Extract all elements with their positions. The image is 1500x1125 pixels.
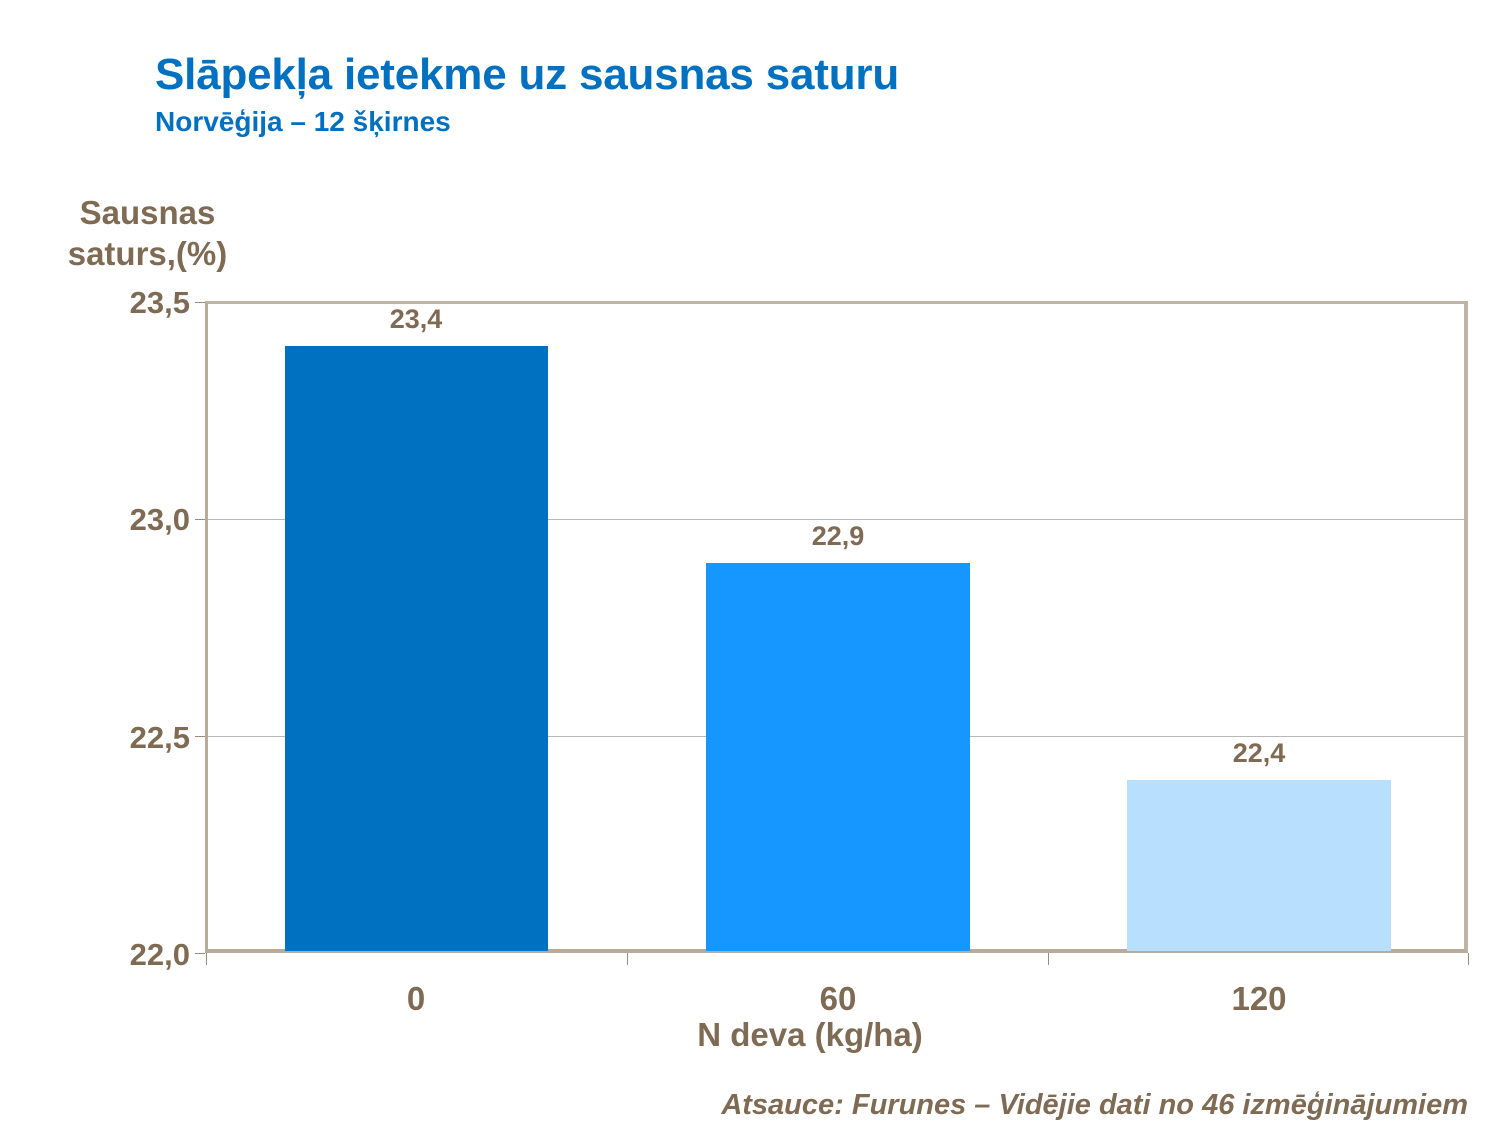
bar-value-label: 22,4 bbox=[1232, 738, 1286, 768]
bar-120 bbox=[1127, 780, 1391, 951]
x-category-60: 60 bbox=[819, 980, 857, 1017]
y-tick-22-5: 22,5 bbox=[129, 720, 190, 755]
y-tick-23-5: 23,5 bbox=[129, 285, 190, 320]
x-category-0: 0 bbox=[406, 980, 426, 1017]
chart-title: Slāpekļa ietekme uz sausnas saturu bbox=[155, 50, 899, 99]
x-tick-mark bbox=[1468, 953, 1469, 965]
y-tick-mark bbox=[195, 736, 205, 737]
y-tick-mark bbox=[195, 302, 205, 303]
bar-0 bbox=[285, 346, 548, 951]
x-tick-mark bbox=[627, 953, 628, 965]
y-tick-mark bbox=[195, 953, 205, 954]
gridline-23-0 bbox=[208, 519, 1464, 520]
x-category-120: 120 bbox=[1231, 980, 1287, 1017]
y-tick-mark bbox=[195, 519, 205, 520]
x-axis-label: N deva (kg/ha) bbox=[697, 1016, 923, 1053]
y-axis-label: Sausnas saturs,(%) bbox=[67, 194, 228, 272]
chart-subtitle: Norvēģija – 12 šķirnes bbox=[155, 106, 451, 137]
source-note: Atsauce: Furunes – Vidējie dati no 46 iz… bbox=[721, 1089, 1468, 1121]
bar-value-label: 22,9 bbox=[811, 521, 865, 551]
y-tick-23-0: 23,0 bbox=[129, 502, 190, 537]
x-tick-mark bbox=[206, 953, 207, 965]
x-tick-mark bbox=[1048, 953, 1049, 965]
bar-60 bbox=[706, 563, 970, 951]
y-tick-22-0: 22,0 bbox=[129, 937, 190, 972]
bar-value-label: 23,4 bbox=[389, 304, 443, 334]
